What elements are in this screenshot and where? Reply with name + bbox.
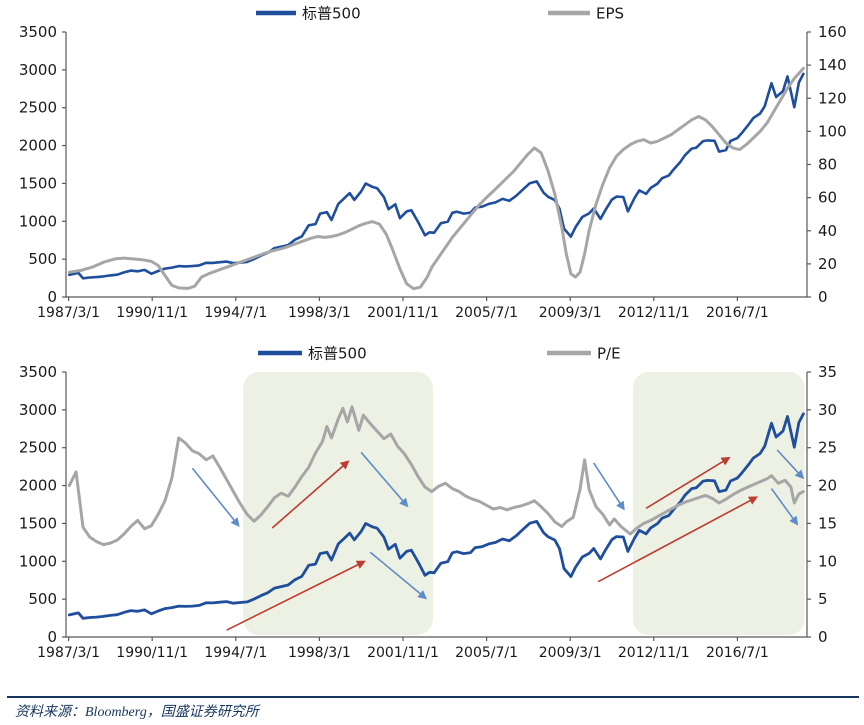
x-tick-label: 1987/3/1: [37, 305, 100, 321]
left-axis-label: 500: [28, 250, 57, 268]
right-axis-label: 160: [818, 23, 847, 41]
right-axis-label: 25: [818, 439, 837, 457]
x-tick-label: 2001/11/1: [367, 305, 439, 321]
trend-arrow-rise: [645, 456, 731, 509]
legend-item-eps: EPS: [548, 5, 624, 23]
x-tick-label: 1998/3/1: [288, 645, 351, 661]
right-axis-label: 35: [818, 363, 837, 381]
left-axis-label: 2500: [19, 439, 57, 457]
pe-line: [67, 405, 805, 547]
right-axis-label: 15: [818, 514, 837, 532]
right-axis-label: 30: [818, 401, 837, 419]
right-axis-label: 10: [818, 552, 837, 570]
legend-item-pe: P/E: [547, 345, 621, 363]
left-axis-label: 1500: [19, 174, 57, 192]
left-axis-label: 0: [47, 628, 57, 646]
x-tick-label: 1994/7/1: [204, 305, 267, 321]
x-tick-label: 2005/7/1: [455, 305, 518, 321]
x-tick-label: 2016/7/1: [706, 305, 769, 321]
trend-arrow-fall: [593, 462, 625, 511]
charts-svg: 0500100015002000250030003500020406080100…: [19, 5, 847, 662]
x-tick-label: 1987/3/1: [37, 645, 100, 661]
left-axis-label: 3000: [19, 401, 57, 419]
x-tick-label: 1990/11/1: [116, 645, 188, 661]
x-tick-label: 2009/3/1: [539, 305, 602, 321]
right-axis-label: 120: [818, 89, 847, 107]
x-tick-label: 1998/3/1: [288, 305, 351, 321]
legend-label: P/E: [597, 345, 621, 363]
left-axis-label: 2500: [19, 99, 57, 117]
trend-arrow-fall: [191, 467, 240, 528]
right-axis-label: 60: [818, 189, 837, 207]
left-axis-label: 1000: [19, 552, 57, 570]
x-tick-label: 2012/11/1: [618, 645, 690, 661]
eps-line: [67, 66, 805, 291]
right-axis-label: 40: [818, 222, 837, 240]
legend-label: 标普500: [308, 345, 367, 363]
source-footer: 资料来源：Bloomberg，国盛证券研究所: [7, 696, 859, 721]
chart-sp500-vs-eps: 0 500 1000 1500 2000 2500 3000 3500 0 20 40 60 80 100…: [19, 5, 847, 322]
sp500-line: [68, 72, 805, 280]
trend-arrow-fall: [776, 449, 805, 480]
source-text: 资料来源：Bloomberg，国盛证券研究所: [15, 705, 259, 720]
right-axis-label: 0: [818, 628, 828, 646]
sp500-line: [67, 412, 805, 620]
left-axis-label: 3500: [19, 23, 57, 41]
trend-arrow-rise: [271, 460, 350, 529]
trend-arrow-fall: [369, 551, 428, 600]
trend-arrow-fall: [770, 488, 799, 526]
left-axis-label: 2000: [19, 477, 57, 495]
left-axis-label: 0: [47, 288, 57, 306]
x-tick-label: 2016/7/1: [706, 645, 769, 661]
trend-arrow-rise: [226, 560, 366, 631]
right-axis-label: 20: [818, 255, 837, 273]
trend-arrow-fall: [360, 451, 409, 508]
legend-label: 标普500: [302, 5, 361, 23]
left-axis-label: 1500: [19, 514, 57, 532]
axis-frame: [65, 32, 808, 298]
x-tick-label: 2009/3/1: [539, 645, 602, 661]
axis-frame: [65, 372, 808, 638]
x-tick-label: 2005/7/1: [455, 645, 518, 661]
right-axis-label: 5: [818, 590, 828, 608]
x-tick-label: 1990/11/1: [116, 305, 188, 321]
legend-item-sp500: 标普500: [258, 345, 367, 363]
right-axis-label: 20: [818, 477, 837, 495]
x-tick-label: 2001/11/1: [367, 645, 439, 661]
left-axis-label: 1000: [19, 212, 57, 230]
left-axis-label: 2000: [19, 137, 57, 155]
legend-label: EPS: [596, 5, 624, 23]
right-axis-label: 100: [818, 122, 847, 140]
legend-item-sp500: 标普500: [256, 5, 361, 23]
left-axis-label: 3000: [19, 61, 57, 79]
right-axis-label: 80: [818, 156, 837, 174]
trend-arrow-rise: [597, 496, 758, 583]
left-axis-label: 500: [28, 590, 57, 608]
right-axis-label: 0: [818, 288, 828, 306]
x-tick-label: 2012/11/1: [618, 305, 690, 321]
left-axis-label: 3500: [19, 363, 57, 381]
x-tick-label: 1994/7/1: [204, 645, 267, 661]
chart-sp500-vs-pe: 0 500 1000 1500 2000 2500 3000 3500 0 5 10 15 20 25 30…: [19, 345, 837, 662]
right-axis-label: 140: [818, 56, 847, 74]
